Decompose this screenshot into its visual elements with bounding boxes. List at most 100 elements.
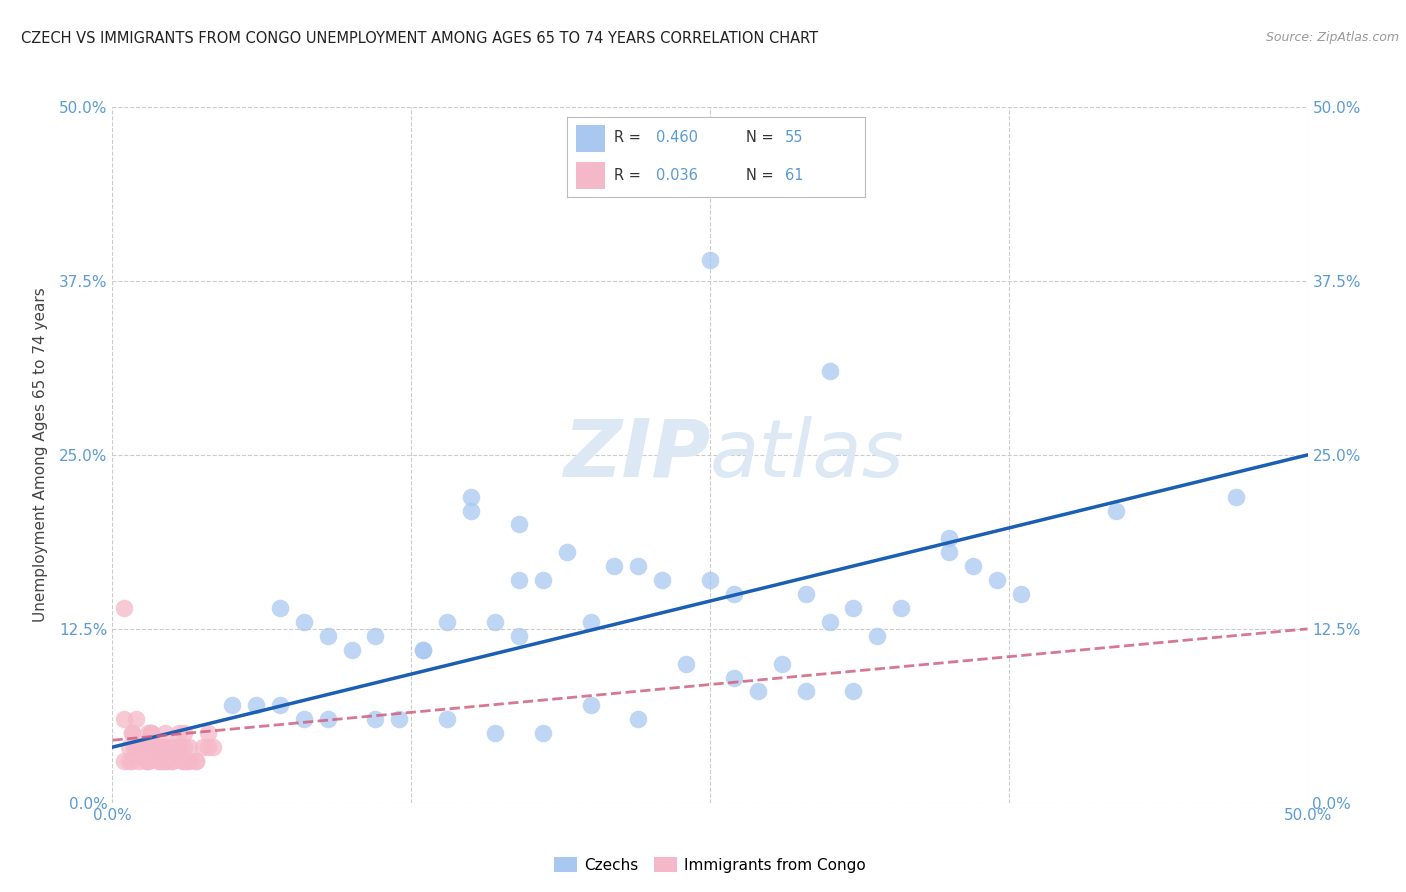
Point (169, 740, 191, 755)
Point (842, 601, 865, 615)
Point (169, 726, 191, 740)
Point (121, 726, 143, 740)
Point (146, 754, 169, 768)
Point (818, 364, 841, 378)
Point (121, 754, 143, 768)
Point (460, 490, 482, 504)
Point (138, 754, 160, 768)
Point (118, 754, 141, 768)
Point (114, 754, 135, 768)
Point (412, 642, 434, 657)
Point (162, 740, 183, 755)
Point (221, 698, 243, 713)
Point (436, 712, 458, 726)
Point (794, 684, 817, 698)
Point (153, 726, 176, 740)
Point (142, 740, 165, 755)
Point (186, 754, 208, 768)
Point (292, 712, 315, 726)
Point (197, 740, 219, 755)
Point (1010, 587, 1032, 601)
Point (508, 573, 530, 587)
Point (388, 712, 411, 726)
Point (675, 657, 697, 671)
Point (1225, 490, 1247, 504)
Point (962, 559, 984, 574)
Point (508, 629, 530, 643)
Point (484, 615, 506, 629)
Point (153, 740, 176, 755)
Point (436, 615, 458, 629)
Point (132, 740, 155, 755)
Point (484, 726, 506, 740)
Point (627, 712, 650, 726)
Point (146, 740, 169, 755)
Point (603, 559, 626, 574)
Point (128, 754, 150, 768)
Point (139, 726, 162, 740)
Point (412, 642, 434, 657)
Point (118, 740, 141, 755)
Point (138, 754, 160, 768)
Point (125, 740, 148, 755)
Point (186, 754, 208, 768)
Point (129, 740, 152, 755)
Point (531, 573, 554, 587)
Point (145, 740, 167, 755)
Point (153, 754, 176, 768)
Point (145, 740, 167, 755)
Point (938, 545, 960, 559)
Text: atlas: atlas (710, 416, 905, 494)
Point (866, 629, 889, 643)
Point (163, 740, 186, 755)
Point (269, 698, 291, 713)
Point (292, 615, 315, 629)
Point (162, 754, 183, 768)
Point (173, 754, 195, 768)
Point (508, 517, 530, 532)
Point (122, 740, 145, 755)
Legend: Czechs, Immigrants from Congo: Czechs, Immigrants from Congo (548, 850, 872, 879)
Point (316, 712, 339, 726)
Point (531, 726, 554, 740)
Point (651, 573, 673, 587)
Point (747, 684, 769, 698)
Point (173, 740, 195, 755)
Point (555, 545, 578, 559)
Point (173, 726, 195, 740)
Point (723, 671, 745, 685)
Point (938, 532, 960, 546)
Point (794, 587, 817, 601)
Point (152, 740, 174, 755)
Point (364, 629, 387, 643)
Point (125, 712, 148, 726)
Point (340, 642, 363, 657)
Point (245, 698, 267, 713)
Point (1105, 503, 1128, 517)
Point (986, 573, 1008, 587)
Point (139, 726, 162, 740)
Point (149, 754, 172, 768)
Point (699, 253, 721, 268)
Point (197, 726, 219, 740)
Point (142, 740, 165, 755)
Point (770, 657, 793, 671)
Point (162, 754, 183, 768)
Point (627, 559, 650, 574)
Point (193, 740, 215, 755)
Point (125, 740, 148, 755)
Point (723, 587, 745, 601)
Point (139, 726, 162, 740)
Point (121, 726, 143, 740)
Point (364, 712, 387, 726)
Point (269, 601, 291, 615)
Point (129, 740, 152, 755)
Point (460, 503, 482, 517)
Point (114, 601, 135, 615)
Point (132, 740, 155, 755)
Point (156, 754, 179, 768)
Point (699, 573, 721, 587)
Point (169, 740, 191, 755)
Point (149, 740, 172, 755)
Point (177, 740, 200, 755)
